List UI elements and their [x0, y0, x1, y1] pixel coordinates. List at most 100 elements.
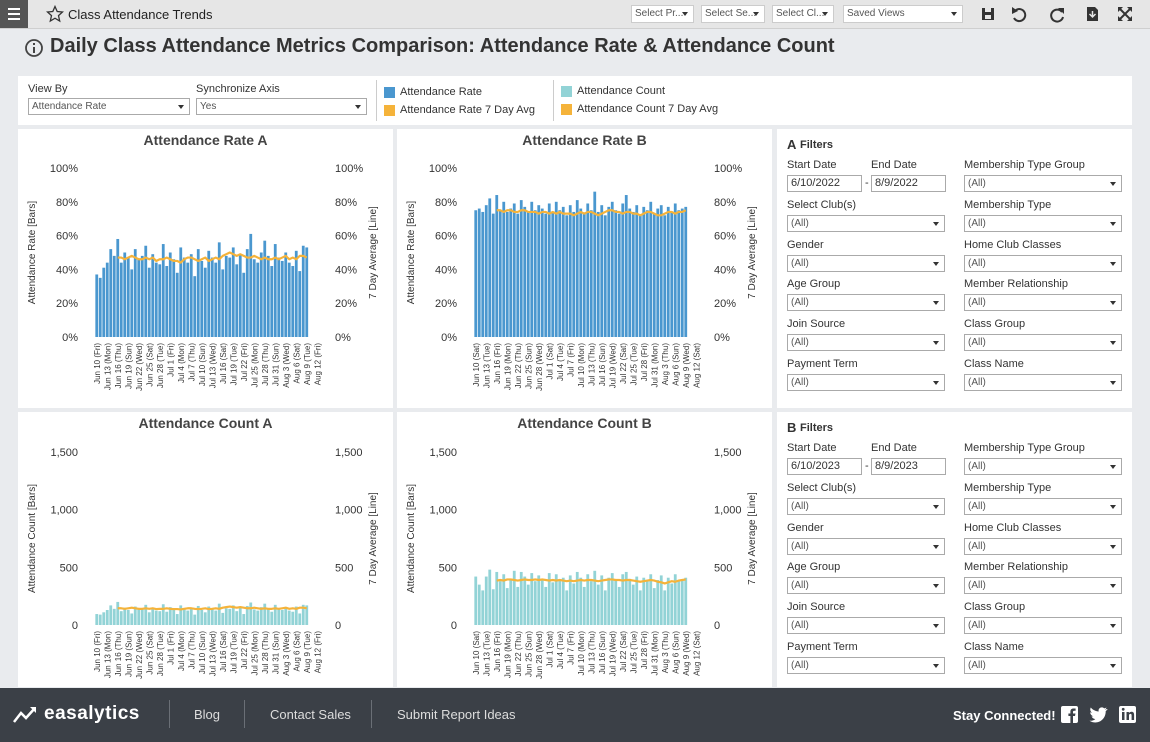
legend-label[interactable]: Attendance Rate [400, 86, 482, 98]
x-tick-label: Aug 9 (Wed) [682, 631, 691, 676]
menu-button[interactable] [0, 0, 28, 28]
filter-select[interactable]: (All) [787, 334, 945, 352]
filter-select[interactable]: (All) [787, 617, 945, 635]
separator [244, 700, 245, 728]
filter-select[interactable]: (All) [787, 214, 945, 232]
filter-select[interactable]: (All) [787, 577, 945, 595]
filter-select[interactable]: (All) [964, 497, 1122, 515]
save-icon[interactable] [982, 8, 994, 20]
star-icon[interactable] [46, 5, 64, 23]
filter-select[interactable]: (All) [787, 294, 945, 312]
legend-label[interactable]: Attendance Count 7 Day Avg [577, 103, 719, 115]
filter-select[interactable]: (All) [787, 374, 945, 391]
x-tick-label: Jul 31 (Sun) [271, 343, 280, 386]
info-icon[interactable] [24, 38, 44, 58]
bar [495, 571, 499, 625]
bar [502, 201, 506, 337]
bar [537, 575, 541, 625]
refresh-icon[interactable] [1050, 8, 1064, 23]
bar [189, 607, 193, 625]
filter-select[interactable]: (All) [964, 617, 1122, 635]
y2-tick-label: 0 [714, 620, 720, 632]
bar [270, 266, 274, 337]
expand-icon[interactable] [1118, 7, 1132, 21]
bar [214, 610, 218, 625]
start-date-input[interactable]: 6/10/2023 [787, 458, 862, 475]
facebook-icon[interactable] [1061, 706, 1078, 723]
filter-select[interactable]: (All) [964, 537, 1122, 555]
bar [266, 255, 270, 337]
bar [533, 210, 537, 337]
filter-label: Home Club Classes [964, 238, 1062, 251]
legend-label[interactable]: Attendance Rate 7 Day Avg [400, 104, 535, 116]
x-tick-label: Jun 16 (Thu) [114, 343, 123, 389]
filter-select[interactable]: (All) [964, 214, 1122, 232]
bar [179, 605, 183, 625]
start-date-input[interactable]: 6/10/2022 [787, 175, 862, 192]
header-dropdown[interactable]: Select Pr... [631, 5, 694, 23]
x-tick-label: Jun 22 (Wed) [135, 631, 144, 679]
header-dropdown[interactable]: Saved Views [843, 5, 963, 23]
sync-axis-select[interactable]: Yes [196, 98, 367, 115]
download-icon[interactable] [1087, 7, 1098, 21]
filter-select[interactable]: (All) [964, 458, 1122, 475]
bar [270, 611, 274, 625]
legend-label[interactable]: Attendance Count [577, 85, 666, 97]
avg-line [496, 578, 686, 585]
footer-link[interactable]: Blog [194, 707, 221, 722]
footer-link[interactable]: Contact Sales [270, 707, 351, 722]
bar [273, 244, 277, 337]
header-dropdown[interactable]: Select Se... [701, 5, 765, 23]
y-tick-label: 1,500 [50, 447, 78, 459]
filter-select[interactable]: (All) [964, 374, 1122, 391]
filter-select[interactable]: (All) [787, 537, 945, 555]
filter-select[interactable]: (All) [787, 254, 945, 272]
filter-select[interactable]: (All) [964, 254, 1122, 272]
toolbar-icons [982, 7, 1132, 23]
x-tick-label: Jun 16 (Fri) [493, 343, 502, 384]
controls-panel: View By Attendance Rate Synchronize Axis… [18, 76, 1132, 125]
undo-icon[interactable] [1012, 7, 1027, 23]
bar [670, 583, 674, 625]
filter-select[interactable]: (All) [964, 334, 1122, 352]
end-date-input[interactable]: 8/9/2023 [871, 458, 946, 475]
footer-link[interactable]: Submit Report Ideas [397, 707, 516, 722]
bar [638, 590, 642, 625]
filter-select[interactable]: (All) [964, 657, 1122, 674]
x-tick-label: Jun 28 (Wed) [535, 631, 544, 679]
y2-tick-label: 20% [714, 298, 736, 310]
bar [256, 262, 260, 337]
chart: Attendance Count A Attendance Count [Bars… [27, 415, 379, 679]
x-tick-label: Jul 1 (Sat) [545, 631, 554, 668]
bar [607, 206, 611, 337]
bar [568, 575, 572, 625]
bar [558, 580, 562, 625]
bar [488, 569, 492, 625]
header-dropdown[interactable]: Select Cl... [772, 5, 834, 23]
bar [235, 264, 239, 337]
end-date-input[interactable]: 8/9/2022 [871, 175, 946, 192]
filter-label: Member Relationship [964, 561, 1068, 574]
bar [179, 247, 183, 337]
bar [231, 247, 235, 337]
bar [582, 586, 586, 625]
bar [477, 208, 481, 337]
filter-select[interactable]: (All) [964, 577, 1122, 595]
bar [656, 208, 660, 337]
x-tick-label: Jul 10 (Sun) [198, 631, 207, 674]
linkedin-icon[interactable] [1119, 706, 1136, 723]
filter-select[interactable]: (All) [787, 497, 945, 515]
filter-select[interactable]: (All) [964, 294, 1122, 312]
filter-select[interactable]: (All) [964, 175, 1122, 192]
bar [526, 211, 530, 337]
twitter-icon[interactable] [1089, 707, 1108, 723]
view-by-select[interactable]: Attendance Rate [28, 98, 190, 115]
filter-select[interactable]: (All) [787, 657, 945, 674]
bar [116, 601, 120, 625]
bar [481, 211, 485, 337]
bar [635, 205, 639, 337]
bar [628, 208, 632, 337]
bar [119, 262, 123, 337]
bar [663, 215, 667, 337]
bar [516, 586, 520, 625]
